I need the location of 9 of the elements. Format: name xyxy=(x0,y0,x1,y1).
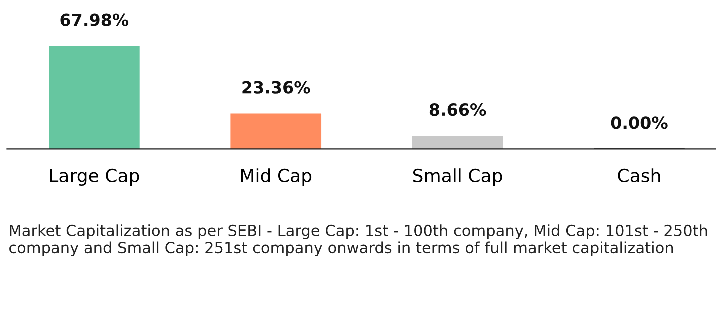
x-tick-label: Small Cap xyxy=(413,168,502,186)
data-label: 67.98% xyxy=(60,14,129,26)
text: Market Capitalization as per SEBI - Large Cap: 1st - 100th company, Mid Cap: 101st - 250th company and Small Cap: 251st company onwards in terms of full market capitalization xyxy=(10,224,708,257)
x-tick-label: Mid Cap xyxy=(241,168,312,186)
x-tick-label: Cash xyxy=(618,168,660,183)
data-label: 23.36% xyxy=(242,81,310,94)
data-label: 8.66% xyxy=(430,104,486,116)
data-label: 0.00% xyxy=(611,116,668,130)
x-tick-label: Large Cap xyxy=(50,168,140,186)
